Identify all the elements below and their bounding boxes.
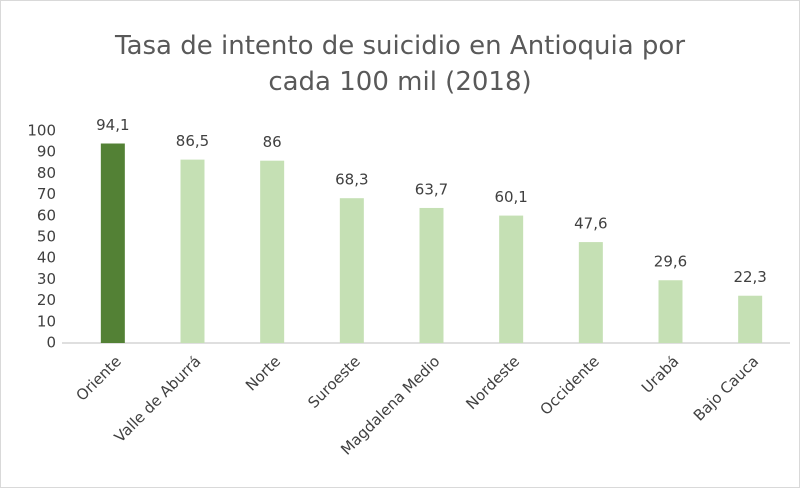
data-label: 29,6 <box>654 253 687 271</box>
bar <box>339 198 364 343</box>
y-tick-label: 70 <box>37 185 56 203</box>
x-tick-label: Valle de Aburrá <box>111 352 205 446</box>
data-label: 86 <box>263 133 282 151</box>
x-tick-label: Bajo Cauca <box>690 352 762 424</box>
data-label: 60,1 <box>494 188 527 206</box>
y-tick-label: 30 <box>37 270 56 288</box>
y-tick-label: 40 <box>37 249 56 267</box>
data-label: 22,3 <box>733 268 766 286</box>
x-tick-label: Nordeste <box>462 352 523 413</box>
x-tick-label: Oriente <box>73 352 125 404</box>
y-tick-label: 10 <box>37 312 56 330</box>
bar <box>658 280 683 343</box>
data-label: 63,7 <box>415 180 448 198</box>
bar <box>260 160 285 343</box>
y-tick-label: 50 <box>37 228 56 246</box>
y-tick-label: 20 <box>37 291 56 309</box>
bar <box>419 207 444 343</box>
data-label: 47,6 <box>574 215 607 233</box>
x-tick-label: Suroeste <box>304 352 364 412</box>
y-tick-label: 90 <box>37 143 56 161</box>
x-tick-label: Norte <box>242 352 284 394</box>
bar <box>180 159 205 343</box>
data-label: 86,5 <box>176 132 209 150</box>
y-tick-label: 100 <box>27 122 56 140</box>
chart-title: Tasa de intento de suicidio en Antioquia… <box>114 31 686 97</box>
bar <box>578 242 603 343</box>
data-label: 94,1 <box>96 116 129 134</box>
data-label: 68,3 <box>335 171 368 189</box>
bar <box>499 215 524 343</box>
y-tick-label: 60 <box>37 206 56 224</box>
x-tick-label: Occidente <box>536 352 602 418</box>
bar <box>738 295 763 343</box>
bar <box>100 143 125 343</box>
x-tick-label: Urabá <box>638 352 683 397</box>
y-tick-label: 0 <box>46 334 56 352</box>
y-tick-label: 80 <box>37 164 56 182</box>
